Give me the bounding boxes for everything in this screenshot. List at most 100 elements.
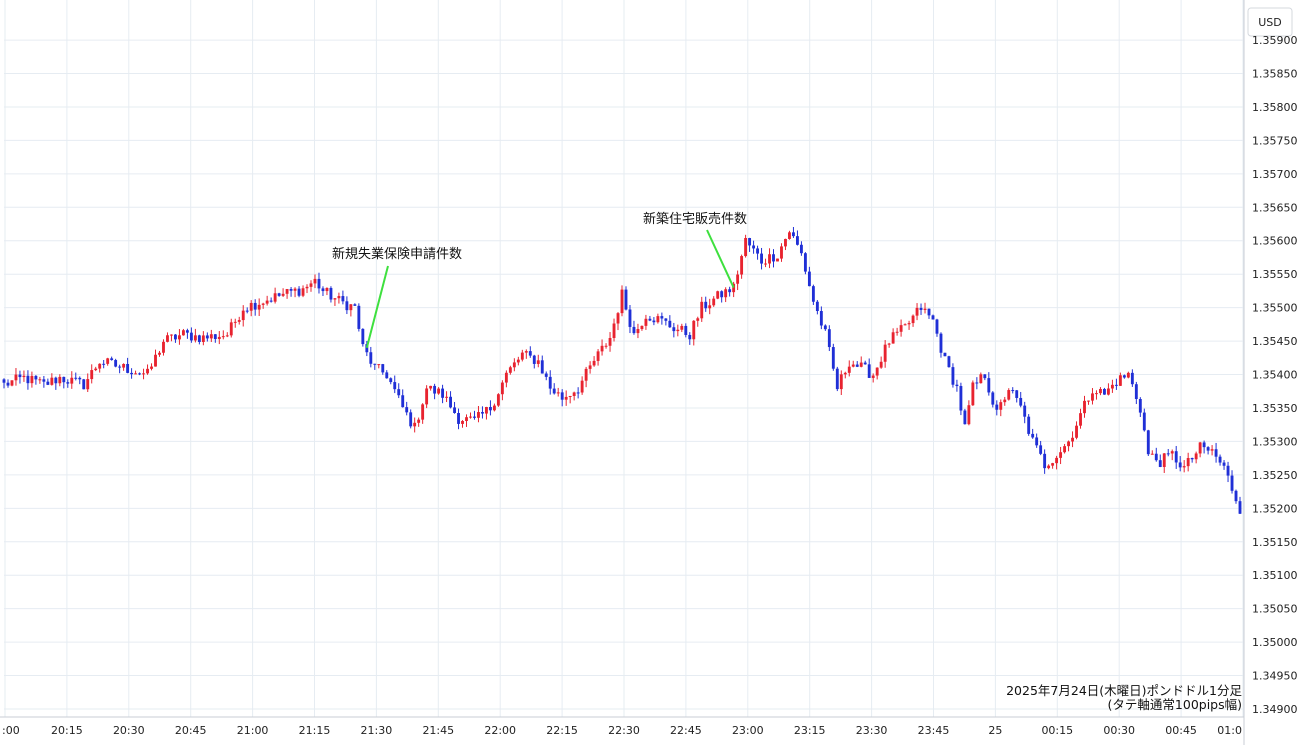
- candle-body: [1190, 458, 1194, 460]
- candle-body: [776, 258, 779, 262]
- candle-body: [899, 325, 903, 332]
- candle-body: [919, 307, 923, 310]
- candle-body: [58, 376, 62, 384]
- candle-body: [760, 253, 763, 264]
- candle-body: [604, 345, 608, 347]
- candle-body: [481, 412, 484, 414]
- x-tick-label: 00:30: [1103, 724, 1135, 737]
- candle-body: [301, 288, 305, 296]
- candle-body: [1230, 475, 1234, 491]
- candle-body: [453, 407, 456, 414]
- candle-body: [118, 366, 122, 368]
- candle-body: [895, 331, 899, 333]
- candle-body: [289, 289, 293, 291]
- candle-body: [337, 296, 341, 299]
- candle-body: [512, 362, 516, 368]
- candle-body: [764, 263, 767, 265]
- candle-body: [325, 287, 329, 292]
- candle-body: [744, 238, 748, 257]
- candle-body: [193, 335, 197, 341]
- candle-body: [975, 382, 979, 384]
- y-tick-label: 1.35700: [1252, 168, 1298, 181]
- candle-body: [437, 388, 441, 394]
- candle-body: [732, 283, 736, 293]
- candle-body: [524, 351, 528, 353]
- candle-body: [1186, 458, 1190, 467]
- candle-body: [1083, 400, 1086, 414]
- candle-body: [636, 329, 640, 334]
- candle-body: [863, 362, 867, 365]
- candle-body: [134, 373, 138, 375]
- candle-body: [560, 392, 564, 400]
- candle-body: [1238, 501, 1242, 514]
- y-tick-label: 1.35150: [1252, 536, 1298, 549]
- candle-body: [2, 379, 6, 383]
- candle-body: [1170, 451, 1174, 454]
- candle-body: [556, 392, 560, 394]
- candle-body: [648, 318, 652, 321]
- candle-body: [887, 343, 891, 345]
- candle-body: [911, 315, 915, 324]
- candle-body: [780, 246, 783, 259]
- candle-body: [935, 319, 939, 334]
- candle-body: [839, 374, 843, 390]
- candle-body: [433, 385, 437, 394]
- candle-body: [1202, 442, 1206, 448]
- candle-body: [1003, 399, 1007, 403]
- annotation-pointer: [365, 265, 389, 349]
- candle-body: [1055, 457, 1059, 464]
- x-tick-label: 21:30: [361, 724, 393, 737]
- candle-body: [788, 232, 791, 239]
- candle-body: [162, 341, 165, 353]
- candle-body: [54, 377, 58, 384]
- candle-body: [1182, 466, 1186, 468]
- candle-body: [740, 256, 744, 275]
- candle-body: [365, 344, 369, 353]
- candle-body: [947, 356, 951, 368]
- candle-body: [608, 338, 612, 346]
- candle-body: [1234, 490, 1238, 502]
- x-axis-labels: :00 20:15 20:30 20:45 21:00 21:15 21:30 21:45 22…: [2, 724, 1242, 737]
- candle-body: [197, 335, 201, 342]
- candle-body: [309, 283, 313, 287]
- candle-body: [217, 336, 221, 340]
- candle-body: [1099, 388, 1102, 394]
- y-tick-label: 1.35550: [1252, 268, 1298, 281]
- candle-body: [1071, 437, 1074, 442]
- candle-body: [736, 274, 740, 284]
- y-tick-label: 1.35900: [1252, 34, 1298, 47]
- candle-body: [1043, 453, 1047, 469]
- candle-body: [951, 367, 955, 385]
- candle-body: [544, 373, 548, 377]
- y-tick-label: 1.35100: [1252, 569, 1298, 582]
- candle-body: [532, 355, 536, 364]
- candle-body: [409, 412, 413, 427]
- candle-body: [305, 286, 309, 289]
- candle-body: [768, 254, 771, 264]
- currency-badge[interactable]: [1247, 7, 1293, 37]
- candle-body: [492, 405, 496, 411]
- candle-body: [792, 232, 795, 237]
- candle-body: [189, 332, 193, 341]
- candle-body: [552, 388, 556, 394]
- candle-body: [927, 308, 931, 316]
- candle-body: [1114, 384, 1118, 386]
- candle-body: [811, 286, 815, 302]
- candle-body: [1226, 465, 1230, 476]
- candle-body: [907, 323, 911, 325]
- candle-body: [405, 407, 409, 413]
- candle-body: [644, 318, 648, 326]
- candle-body: [987, 378, 991, 393]
- candle-body: [381, 364, 385, 373]
- candle-body: [425, 388, 429, 405]
- candle-body: [154, 354, 157, 367]
- candle-body: [1126, 372, 1130, 378]
- candle-body: [473, 416, 476, 418]
- candle-body: [500, 382, 504, 395]
- candle-body: [445, 396, 449, 398]
- candle-body: [1174, 451, 1178, 463]
- candle-body: [138, 373, 141, 375]
